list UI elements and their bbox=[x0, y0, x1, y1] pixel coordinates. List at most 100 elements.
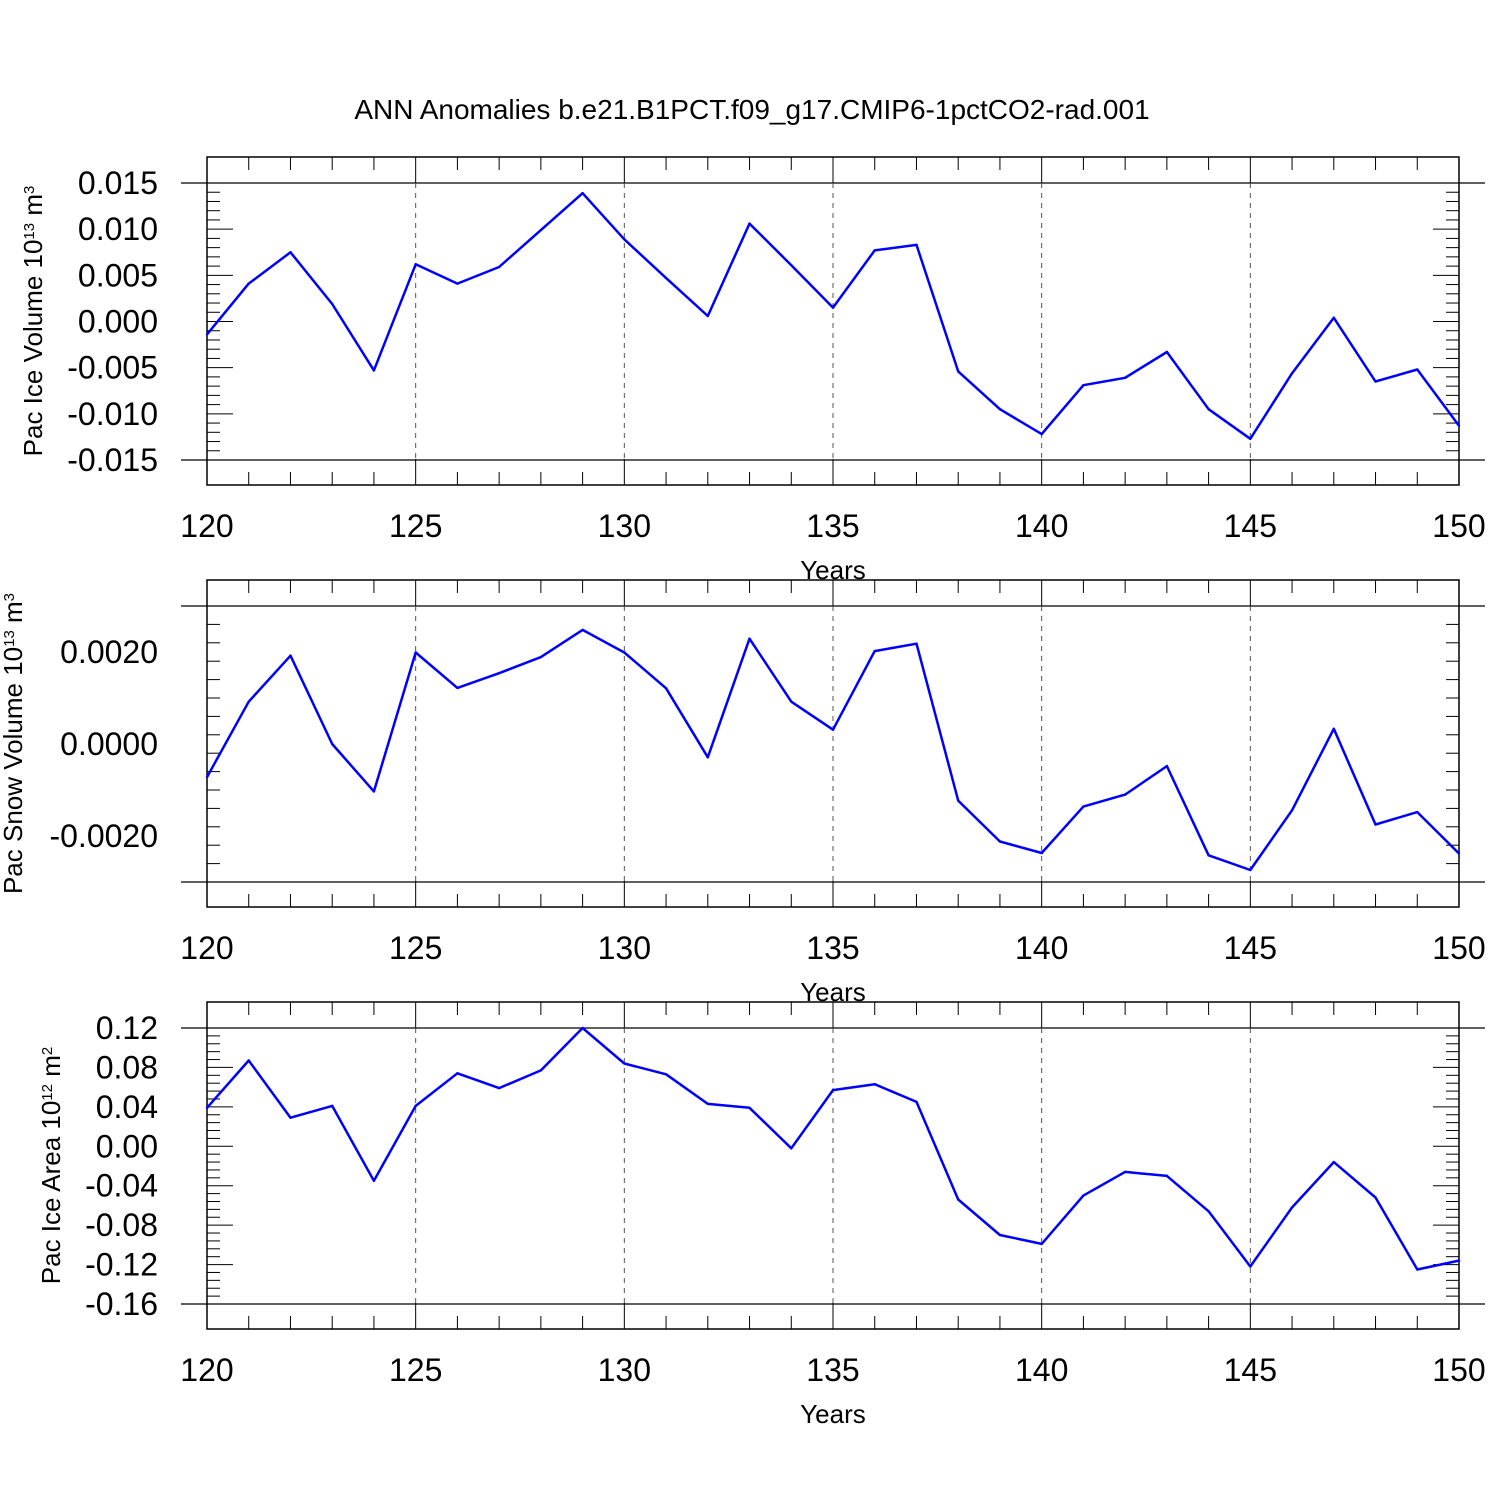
x-tick-label: 145 bbox=[1224, 1352, 1277, 1388]
data-point bbox=[456, 1072, 459, 1075]
data-point bbox=[1457, 1259, 1461, 1262]
x-tick-label: 145 bbox=[1224, 508, 1277, 544]
data-point bbox=[331, 302, 334, 306]
y-axis-title-exponent: 12 bbox=[39, 1084, 56, 1101]
y-axis-title-unit: m bbox=[0, 601, 28, 630]
data-point bbox=[1082, 1194, 1085, 1197]
data-point bbox=[1123, 376, 1127, 380]
data-point bbox=[1290, 1206, 1294, 1209]
x-tick-label: 135 bbox=[806, 930, 859, 966]
data-point bbox=[831, 306, 835, 309]
y-axis-title-text: Pac Ice Area 10 bbox=[36, 1101, 66, 1285]
x-tick-label: 125 bbox=[389, 1352, 442, 1388]
data-point bbox=[915, 642, 918, 645]
y-tick-label: 0.015 bbox=[78, 165, 158, 201]
y-tick-label: -0.12 bbox=[85, 1247, 158, 1283]
data-point bbox=[539, 655, 543, 659]
x-tick-label: 135 bbox=[806, 1352, 859, 1388]
data-point bbox=[289, 251, 292, 254]
y-axis-title-unit-exponent: 3 bbox=[1, 593, 18, 601]
data-point bbox=[205, 1106, 209, 1110]
x-tick-label: 140 bbox=[1015, 1352, 1068, 1388]
data-point bbox=[1416, 1268, 1419, 1271]
data-point bbox=[1082, 384, 1085, 387]
y-tick-label: 0.00 bbox=[96, 1128, 158, 1164]
data-point bbox=[664, 687, 668, 690]
data-point bbox=[706, 1102, 709, 1106]
data-point bbox=[331, 742, 334, 746]
data-point bbox=[1165, 1174, 1169, 1178]
data-point bbox=[915, 1100, 918, 1104]
y-tick-label: 0.0020 bbox=[60, 634, 158, 670]
data-point bbox=[1249, 1265, 1252, 1268]
data-point bbox=[539, 228, 543, 232]
data-point bbox=[623, 651, 626, 654]
panel-3: -0.16-0.12 -0.08-0.04 0.000.04 0.080.12 120 1… bbox=[36, 1001, 1486, 1429]
data-point bbox=[1457, 424, 1461, 428]
data-point bbox=[873, 1082, 876, 1086]
data-point bbox=[1040, 851, 1043, 855]
data-point bbox=[831, 728, 835, 731]
data-point bbox=[1290, 372, 1294, 375]
data-point bbox=[1123, 793, 1127, 796]
data-point bbox=[581, 1026, 584, 1030]
x-tick-label: 145 bbox=[1224, 930, 1277, 966]
data-point bbox=[331, 1104, 334, 1108]
data-point bbox=[1457, 852, 1461, 855]
x-tick-label: 130 bbox=[598, 508, 651, 544]
data-point bbox=[1249, 868, 1252, 872]
data-point bbox=[957, 370, 960, 373]
y-tick-label: -0.010 bbox=[67, 396, 158, 432]
data-point bbox=[748, 222, 751, 225]
data-point bbox=[247, 700, 250, 703]
y-axis-title-exponent: 13 bbox=[1, 630, 18, 647]
data-point bbox=[414, 651, 417, 654]
data-point bbox=[1207, 1210, 1210, 1213]
y-tick-label: 0.010 bbox=[78, 211, 158, 247]
x-tick-label: 150 bbox=[1432, 930, 1485, 966]
y-tick-label: 0.0000 bbox=[60, 726, 158, 762]
y-axis-title-unit-exponent: 3 bbox=[21, 186, 38, 194]
data-point bbox=[1249, 437, 1252, 440]
data-point bbox=[205, 775, 209, 779]
data-point bbox=[1290, 809, 1294, 812]
data-point bbox=[873, 649, 876, 653]
data-point bbox=[205, 333, 209, 336]
data-point bbox=[1374, 1196, 1377, 1199]
x-tick-label: 120 bbox=[180, 508, 233, 544]
data-point bbox=[873, 249, 876, 252]
y-axis-title: Pac Ice Volume 1013 m3 bbox=[18, 186, 48, 457]
y-tick-label: 0.000 bbox=[78, 304, 158, 340]
data-point bbox=[748, 637, 751, 640]
x-tick-label: 140 bbox=[1015, 930, 1068, 966]
y-tick-label: 0.005 bbox=[78, 257, 158, 293]
data-point bbox=[1332, 727, 1336, 731]
data-point bbox=[1165, 350, 1169, 354]
x-tick-label: 125 bbox=[389, 508, 442, 544]
data-point bbox=[372, 369, 376, 372]
data-point bbox=[957, 1198, 960, 1201]
y-tick-label: -0.005 bbox=[67, 350, 158, 386]
data-point bbox=[998, 408, 1002, 411]
data-point bbox=[539, 1069, 543, 1072]
x-tick-label: 120 bbox=[180, 930, 233, 966]
data-point bbox=[664, 276, 668, 280]
data-point bbox=[706, 756, 709, 759]
data-point bbox=[456, 282, 459, 285]
data-point bbox=[456, 686, 459, 690]
y-tick-label: -0.04 bbox=[85, 1168, 158, 1204]
data-point bbox=[289, 654, 292, 657]
data-point bbox=[831, 1088, 835, 1092]
data-point bbox=[581, 191, 584, 195]
data-point bbox=[1207, 408, 1210, 411]
y-tick-label: 0.12 bbox=[96, 1010, 158, 1046]
data-point bbox=[1332, 1160, 1336, 1164]
y-axis-title-unit: m bbox=[36, 1055, 66, 1084]
data-point bbox=[664, 1073, 668, 1076]
x-tick-label: 150 bbox=[1432, 508, 1485, 544]
x-tick-label: 135 bbox=[806, 508, 859, 544]
panel-2: -0.0020 0.0000 0.0020 120 125 130 135 140 145 150… bbox=[0, 579, 1486, 1007]
x-tick-label: 130 bbox=[598, 930, 651, 966]
data-point bbox=[1374, 823, 1377, 826]
y-tick-label: 0.08 bbox=[96, 1049, 158, 1085]
